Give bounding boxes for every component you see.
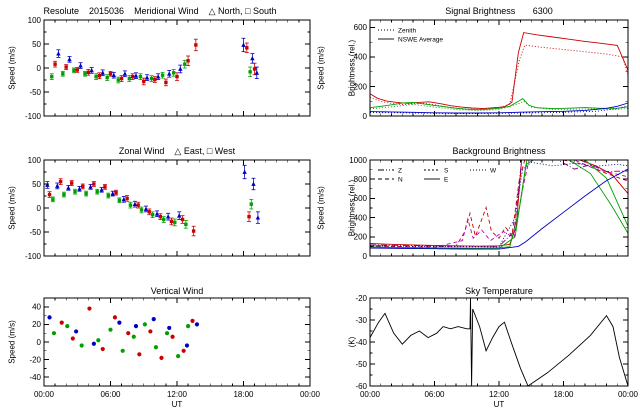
svg-text:0: 0 xyxy=(363,112,368,121)
panel-title-vertical: Vertical Wind xyxy=(150,286,204,296)
svg-text:1000: 1000 xyxy=(349,156,367,165)
svg-text:200: 200 xyxy=(354,82,368,91)
plot-sky-temperature: -60 -50 -40 -30 -20 00:00 06:00 12:00 18:00 00:00 xyxy=(355,294,639,399)
panel-vertical-wind: Vertical Wind Speed (m/s) -40 -20 0 20 40 00:… xyxy=(0,280,321,420)
svg-text:-20: -20 xyxy=(355,294,367,303)
svg-text:00:00: 00:00 xyxy=(300,390,321,399)
svg-text:200: 200 xyxy=(354,233,368,242)
svg-text:Zenith: Zenith xyxy=(398,27,416,34)
x-axis-label-ut-left: UT xyxy=(171,400,183,409)
svg-text:-100: -100 xyxy=(25,112,42,121)
svg-text:400: 400 xyxy=(354,213,368,222)
plot-signal-brightness: 0 200 400 600 Zenith NSWE Average xyxy=(354,19,629,121)
svg-text:20: 20 xyxy=(32,320,41,329)
svg-text:-100: -100 xyxy=(25,252,42,261)
svg-text:0: 0 xyxy=(37,204,42,213)
svg-text:-30: -30 xyxy=(355,316,367,325)
svg-text:06:00: 06:00 xyxy=(100,390,121,399)
svg-text:0: 0 xyxy=(37,64,42,73)
svg-text:100: 100 xyxy=(28,16,42,25)
svg-text:-50: -50 xyxy=(29,88,41,97)
panel-title-meridional: Resolute 2015036 Meridional Wind △ North… xyxy=(43,6,277,16)
panel-meridional-wind: Resolute 2015036 Meridional Wind △ North… xyxy=(0,0,326,140)
x-axis-label-ut-right: UT xyxy=(493,400,505,409)
svg-text:06:00: 06:00 xyxy=(424,390,445,399)
svg-text:18:00: 18:00 xyxy=(553,390,574,399)
svg-text:600: 600 xyxy=(354,194,368,203)
svg-text:50: 50 xyxy=(32,180,41,189)
panel-sky-temperature: Sky Temperature (K) -60 -50 -40 -30 -20 00:00… xyxy=(320,280,640,420)
svg-text:W: W xyxy=(490,167,497,174)
plot-background-brightness: 0 200 400 600 800 1000 ZN SE W xyxy=(349,156,629,261)
svg-text:Z: Z xyxy=(398,167,402,174)
plot-meridional-wind: -100 -50 0 50 100 xyxy=(25,16,311,121)
svg-text:00:00: 00:00 xyxy=(618,390,639,399)
svg-text:S: S xyxy=(444,167,449,174)
svg-text:600: 600 xyxy=(354,23,368,32)
panel-title-background-brightness: Background Brightness xyxy=(452,146,546,156)
svg-text:0: 0 xyxy=(37,338,42,347)
svg-text:-60: -60 xyxy=(355,382,367,391)
svg-text:-50: -50 xyxy=(29,228,41,237)
svg-text:12:00: 12:00 xyxy=(489,390,510,399)
svg-text:00:00: 00:00 xyxy=(360,390,381,399)
svg-text:NSWE Average: NSWE Average xyxy=(398,36,443,43)
panel-title-sky-temperature: Sky Temperature xyxy=(465,286,533,296)
panel-background-brightness: Background Brightness Brightness (rel.) … xyxy=(320,140,640,280)
plot-zonal-wind: -100 -50 0 50 100 xyxy=(25,156,311,261)
svg-text:-20: -20 xyxy=(29,355,41,364)
panel-title-signal-brightness: Signal Brightness 6300 xyxy=(445,6,553,16)
svg-text:50: 50 xyxy=(32,40,41,49)
svg-text:E: E xyxy=(444,176,449,183)
svg-text:12:00: 12:00 xyxy=(167,390,188,399)
plot-vertical-wind: -40 -20 0 20 40 00:00 06:00 12:00 18:00 00:00 xyxy=(29,297,321,399)
svg-text:100: 100 xyxy=(28,156,42,165)
svg-text:N: N xyxy=(398,176,403,183)
svg-text:00:00: 00:00 xyxy=(34,390,55,399)
svg-text:-50: -50 xyxy=(355,360,367,369)
svg-text:400: 400 xyxy=(354,53,368,62)
svg-text:-40: -40 xyxy=(355,338,367,347)
panel-signal-brightness: Signal Brightness 6300 Brightness (rel.)… xyxy=(320,0,640,140)
svg-text:0: 0 xyxy=(363,252,368,261)
panel-zonal-wind: Zonal Wind △ East, □ West Speed (m/s) Sp… xyxy=(0,140,326,280)
svg-text:-40: -40 xyxy=(29,373,41,382)
svg-text:40: 40 xyxy=(32,303,41,312)
panel-title-zonal: Zonal Wind △ East, □ West xyxy=(118,146,236,156)
svg-text:800: 800 xyxy=(354,175,368,184)
svg-text:18:00: 18:00 xyxy=(233,390,254,399)
